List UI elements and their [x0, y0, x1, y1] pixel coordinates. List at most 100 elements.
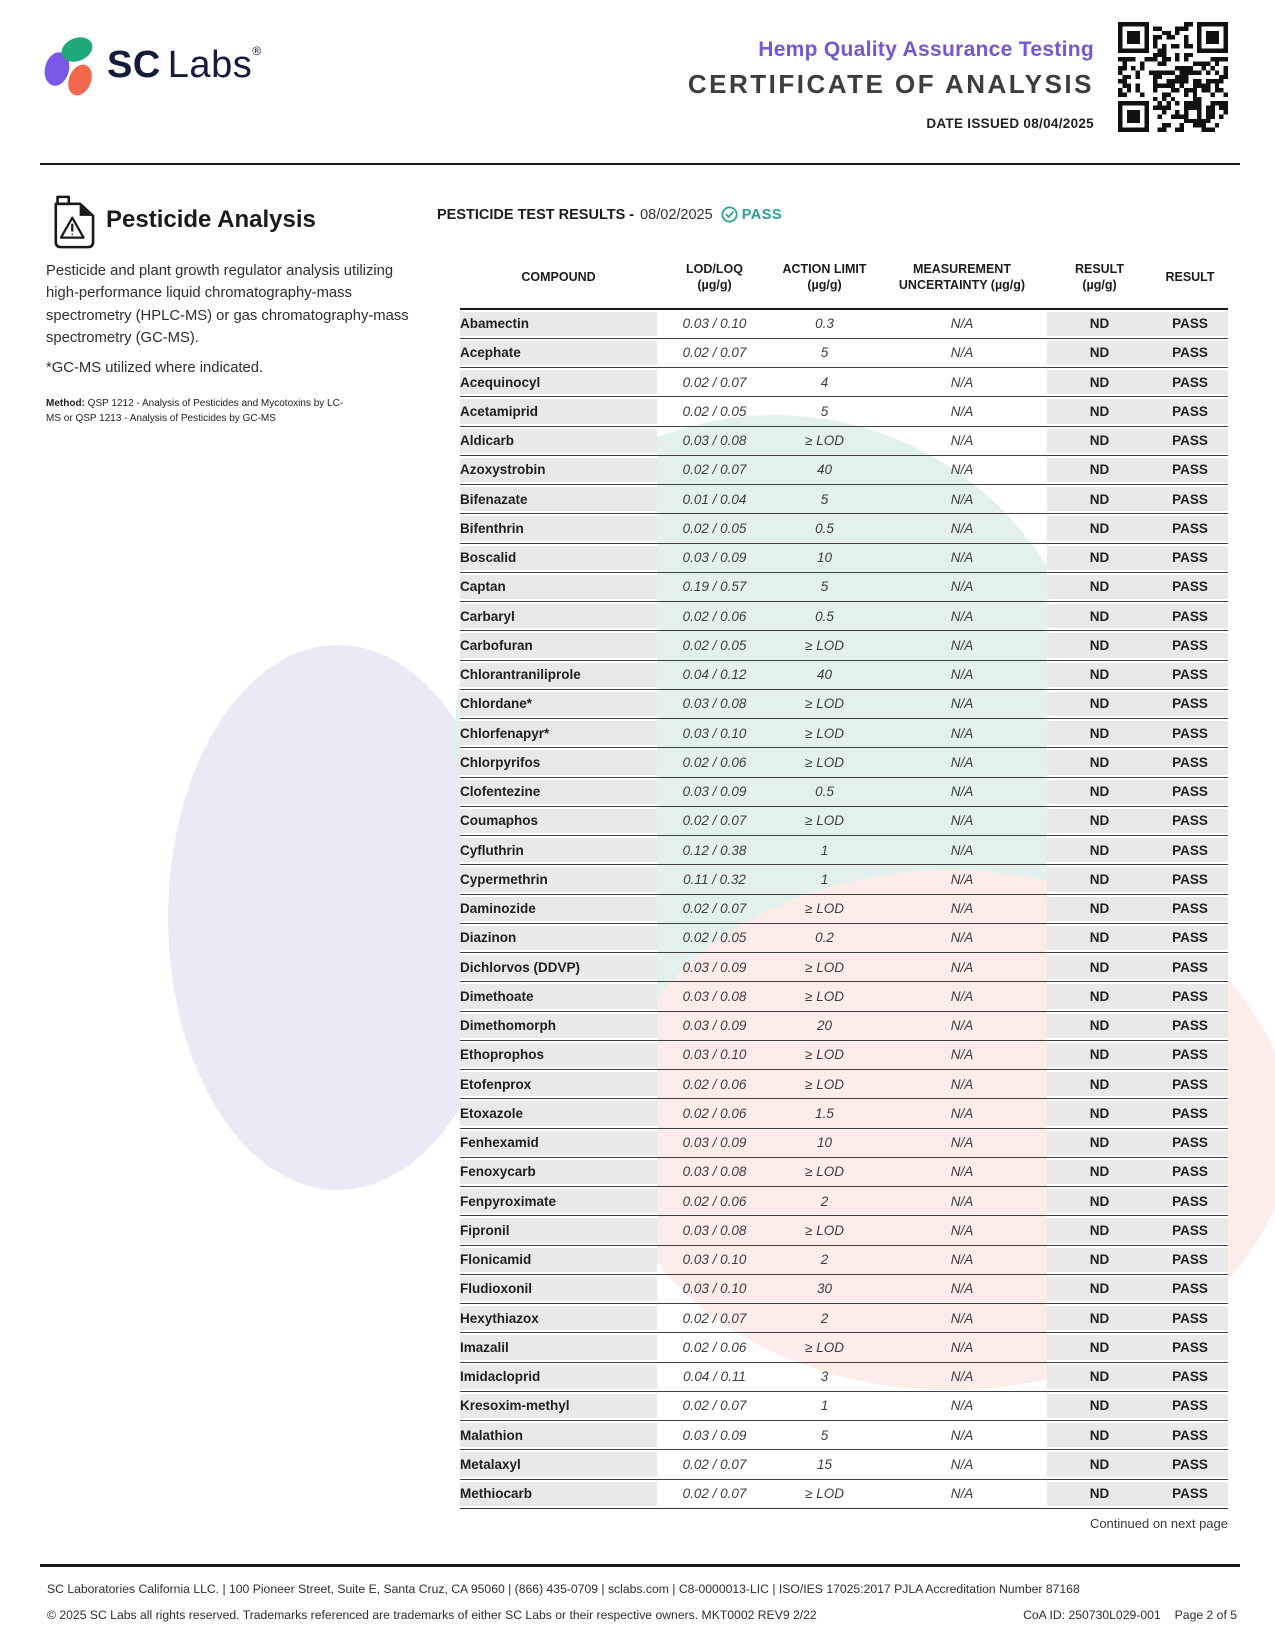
compound-cell: Dichlorvos (DDVP) [460, 952, 657, 982]
result-cell: ND [1047, 660, 1152, 690]
method-note: Method: QSP 1212 - Analysis of Pesticide… [46, 396, 346, 426]
results-status-badge: PASS [741, 206, 783, 223]
table-row: Chlorpyrifos 0.02 / 0.06 ≥ LOD N/A ND PASS [460, 747, 1228, 777]
action-limit-cell: 10 [816, 550, 833, 566]
status-cell: PASS [1152, 1128, 1228, 1158]
lod-loq-cell: 0.03 / 0.09 [682, 1018, 747, 1034]
lod-loq-cell: 0.03 / 0.08 [682, 988, 747, 1004]
compound-cell: Acetamiprid [460, 396, 657, 426]
lod-loq-cell: 0.03 / 0.10 [682, 725, 747, 741]
compound-cell: Coumaphos [460, 806, 657, 836]
status-cell: PASS [1152, 396, 1228, 426]
table-row: Fenpyroximate 0.02 / 0.06 2 N/A ND PASS [460, 1186, 1228, 1216]
result-cell: ND [1047, 981, 1152, 1011]
action-limit-cell: ≥ LOD [805, 1486, 844, 1502]
status-cell: PASS [1152, 1362, 1228, 1392]
result-cell: ND [1047, 484, 1152, 514]
status-cell: PASS [1152, 1215, 1228, 1245]
uncertainty-cell: N/A [950, 1310, 974, 1326]
lod-loq-cell: 0.11 / 0.32 [683, 871, 746, 887]
logo-labs-text: Labs [167, 44, 253, 86]
action-limit-cell: 1 [820, 1398, 829, 1414]
uncertainty-cell: N/A [950, 403, 974, 419]
compound-cell: Hexythiazox [460, 1303, 657, 1333]
status-cell: PASS [1152, 338, 1228, 368]
lod-loq-cell: 0.02 / 0.07 [682, 1456, 747, 1472]
status-cell: PASS [1152, 894, 1228, 924]
compound-cell: Fipronil [460, 1215, 657, 1245]
action-limit-cell: 1.5 [815, 1105, 834, 1121]
action-limit-cell: 15 [816, 1456, 833, 1472]
compound-cell: Aldicarb [460, 426, 657, 456]
uncertainty-cell: N/A [950, 462, 974, 478]
action-limit-cell: ≥ LOD [805, 725, 844, 741]
table-row: Etofenprox 0.02 / 0.06 ≥ LOD N/A ND PASS [460, 1069, 1228, 1099]
lod-loq-cell: 0.02 / 0.06 [682, 1339, 747, 1355]
compound-cell: Cypermethrin [460, 864, 657, 894]
status-cell: PASS [1152, 1449, 1228, 1479]
status-cell: PASS [1152, 835, 1228, 865]
lod-loq-cell: 0.03 / 0.09 [682, 1427, 747, 1443]
action-limit-cell: 5 [820, 1427, 829, 1443]
compound-cell: Fludioxonil [460, 1274, 657, 1304]
compound-cell: Metalaxyl [460, 1449, 657, 1479]
compound-cell: Abamectin [460, 309, 657, 339]
result-cell: ND [1047, 777, 1152, 807]
header-title-block: Hemp Quality Assurance Testing CERTIFICA… [474, 38, 1094, 131]
compound-cell: Imidacloprid [460, 1362, 657, 1392]
lod-loq-cell: 0.02 / 0.06 [682, 1076, 747, 1092]
uncertainty-cell: N/A [950, 988, 974, 1004]
action-limit-cell: ≥ LOD [805, 901, 844, 917]
action-limit-cell: 5 [820, 345, 829, 361]
status-cell: PASS [1152, 1245, 1228, 1275]
uncertainty-cell: N/A [950, 1281, 974, 1297]
status-cell: PASS [1152, 806, 1228, 836]
uncertainty-cell: N/A [950, 1486, 974, 1502]
status-cell: PASS [1152, 309, 1228, 339]
lod-loq-cell: 0.03 / 0.09 [682, 784, 747, 800]
table-row: Imidacloprid 0.04 / 0.11 3 N/A ND PASS [460, 1362, 1228, 1392]
status-cell: PASS [1152, 601, 1228, 631]
table-row: Bifenazate 0.01 / 0.04 5 N/A ND PASS [460, 484, 1228, 514]
uncertainty-cell: N/A [950, 374, 974, 390]
compound-cell: Boscalid [460, 543, 657, 573]
table-row: Kresoxim-methyl 0.02 / 0.07 1 N/A ND PASS [460, 1391, 1228, 1421]
program-name: Hemp Quality Assurance Testing [758, 38, 1094, 61]
action-limit-cell: 2 [820, 1252, 829, 1268]
uncertainty-cell: N/A [950, 637, 974, 653]
action-limit-cell: ≥ LOD [805, 1339, 844, 1355]
status-cell: PASS [1152, 689, 1228, 719]
lod-loq-cell: 0.03 / 0.10 [682, 316, 747, 332]
lod-loq-cell: 0.02 / 0.07 [682, 1398, 747, 1414]
lod-loq-cell: 0.02 / 0.06 [682, 1105, 747, 1121]
action-limit-cell: ≥ LOD [805, 988, 844, 1004]
result-cell: ND [1047, 367, 1152, 397]
table-row: Coumaphos 0.02 / 0.07 ≥ LOD N/A ND PASS [460, 806, 1228, 836]
action-limit-cell: ≥ LOD [805, 696, 844, 712]
compound-cell: Fenhexamid [460, 1128, 657, 1158]
action-limit-cell: 5 [820, 579, 829, 595]
result-cell: ND [1047, 806, 1152, 836]
status-cell: PASS [1152, 981, 1228, 1011]
uncertainty-cell: N/A [950, 1427, 974, 1443]
action-limit-cell: 1 [820, 842, 829, 858]
uncertainty-cell: N/A [950, 316, 974, 332]
status-cell: PASS [1152, 1332, 1228, 1362]
uncertainty-cell: N/A [950, 1456, 974, 1472]
action-limit-cell: 0.5 [815, 520, 834, 536]
table-row: Bifenthrin 0.02 / 0.05 0.5 N/A ND PASS [460, 513, 1228, 543]
uncertainty-cell: N/A [950, 959, 974, 975]
uncertainty-cell: N/A [950, 1018, 974, 1034]
lod-loq-cell: 0.02 / 0.07 [682, 813, 747, 829]
lod-loq-cell: 0.02 / 0.07 [682, 345, 747, 361]
action-limit-cell: ≥ LOD [805, 813, 844, 829]
action-limit-cell: 40 [816, 667, 833, 683]
status-cell: PASS [1152, 923, 1228, 953]
table-row: Ethoprophos 0.03 / 0.10 ≥ LOD N/A ND PASS [460, 1040, 1228, 1070]
table-row: Diazinon 0.02 / 0.05 0.2 N/A ND PASS [460, 923, 1228, 953]
result-cell: ND [1047, 952, 1152, 982]
result-cell: ND [1047, 572, 1152, 602]
lod-loq-cell: 0.04 / 0.11 [683, 1369, 746, 1385]
uncertainty-cell: N/A [950, 842, 974, 858]
logo-wordmark: SC Labs® [107, 44, 262, 87]
